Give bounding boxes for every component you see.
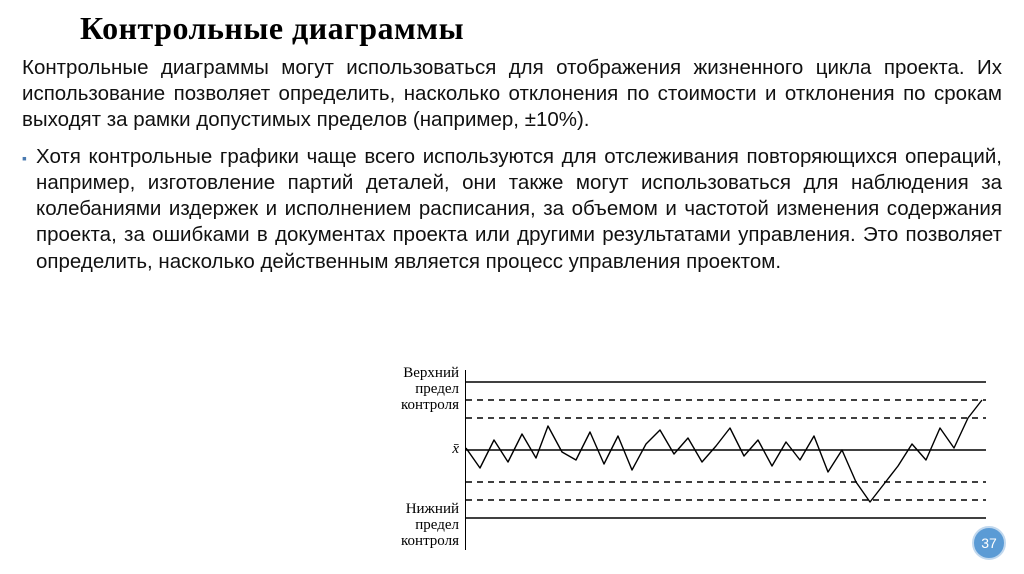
bullet-item: ▪ Хотя контрольные графики чаще всего ис… bbox=[0, 134, 1024, 275]
chart-plot-area bbox=[465, 370, 990, 550]
page-number-badge: 37 bbox=[972, 526, 1006, 560]
mean-label: x̄ bbox=[452, 442, 459, 458]
intro-paragraph: Контрольные диаграммы могут использовать… bbox=[0, 55, 1024, 134]
bullet-text: Хотя контрольные графики чаще всего испо… bbox=[36, 144, 1002, 275]
control-chart-svg bbox=[466, 370, 986, 540]
page-title: Контрольные диаграммы bbox=[0, 0, 1024, 55]
control-chart: Верхний предел контроля x̄ Нижний предел… bbox=[380, 370, 990, 550]
lower-limit-label: Нижний предел контроля bbox=[401, 502, 459, 549]
chart-y-labels: Верхний предел контроля x̄ Нижний предел… bbox=[380, 370, 465, 550]
upper-limit-label: Верхний предел контроля bbox=[401, 366, 459, 413]
bullet-square-icon: ▪ bbox=[22, 144, 36, 275]
